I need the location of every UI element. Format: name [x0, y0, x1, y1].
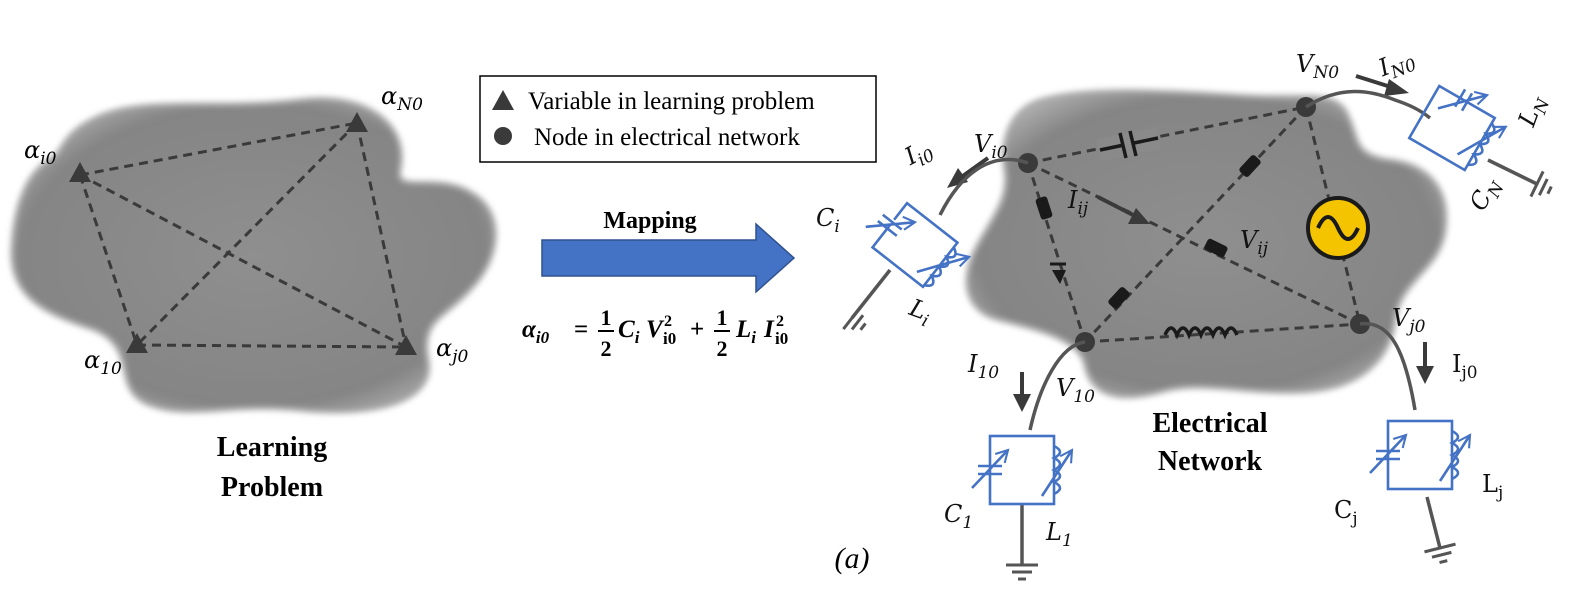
L-1-label: L1: [1045, 518, 1073, 551]
alpha-N0-label: αN0: [381, 82, 423, 115]
current-arrow-j0: [1416, 342, 1434, 384]
I-10-label: I10: [967, 350, 999, 383]
ground-icons: [842, 170, 1553, 581]
svg-text:1: 1: [601, 305, 612, 330]
lc-tank-1: [971, 434, 1074, 506]
C-j-label: Cj: [1334, 496, 1358, 529]
svg-text:2: 2: [717, 336, 728, 361]
current-arrow-10: [1013, 372, 1031, 412]
svg-text:Li: Li: [735, 316, 756, 347]
variable-marker-j0: [395, 335, 417, 355]
figure-caption: (a): [835, 542, 870, 575]
learning-problem-panel: αi0 αN0 α10 αj0 Learning Problem: [9, 82, 497, 503]
ground-icon-1: [1006, 563, 1038, 581]
svg-text:i0: i0: [775, 329, 788, 348]
variable-marker-N0: [346, 112, 368, 132]
legend: Variable in learning problem Node in ele…: [479, 75, 877, 163]
legend-node-label: Node in electrical network: [534, 124, 800, 151]
C-1-label: C1: [944, 500, 973, 533]
ground-icon-i: [842, 306, 867, 331]
network-title-line2: Network: [1158, 446, 1263, 477]
V-j0-label: Vj0: [1392, 304, 1426, 337]
lc-tank-j: [1369, 419, 1472, 491]
current-arrow-N0: [1355, 74, 1409, 96]
legend-node-icon: [494, 127, 512, 145]
svg-text:I: I: [763, 316, 775, 343]
L-j-label: Lj: [1482, 470, 1503, 503]
variable-marker-i0: [69, 162, 91, 182]
L-i-label: Li: [903, 293, 935, 332]
inductor-element: [1163, 326, 1239, 340]
V-N0-label: VN0: [1296, 50, 1339, 83]
V-10-label: V10: [1056, 374, 1095, 407]
svg-text:2: 2: [776, 313, 784, 330]
network-edges: [1026, 105, 1362, 344]
learning-title-line1: Learning: [217, 432, 327, 463]
mapping-arrow: [541, 222, 796, 294]
legend-variable-label: Variable in learning problem: [528, 88, 815, 115]
legend-box: [479, 75, 877, 163]
svg-text:2: 2: [664, 313, 672, 330]
I-N0-label: IN0: [1374, 43, 1420, 87]
wires: [850, 89, 1538, 565]
variable-markers: [69, 112, 417, 355]
I-i0-label: Ii0: [899, 134, 938, 176]
svg-text:V: V: [646, 316, 665, 343]
electrical-network-panel: Vi0 VN0 V10 Vj0 Vij Iij Ii0 IN0 I10 Ij0 …: [816, 43, 1555, 581]
C-i-label: Ci: [816, 204, 840, 237]
network-title-line1: Electrical: [1152, 408, 1267, 439]
ac-source-icon: [1306, 196, 1370, 260]
alpha-j0-label: αj0: [436, 334, 468, 367]
svg-text:1: 1: [717, 305, 728, 330]
svg-text:2: 2: [601, 336, 612, 361]
I-ij-label: Iij: [1067, 186, 1089, 219]
capacitor-element: [1096, 127, 1162, 161]
svg-text:i0: i0: [663, 329, 676, 348]
svg-text:αi0: αi0: [522, 316, 550, 347]
lc-tank-N: [1407, 84, 1508, 172]
resistor-elements: [1035, 155, 1261, 309]
L-N-label: LN: [1512, 90, 1554, 132]
legend-triangle-icon: [492, 90, 514, 110]
learning-title-line2: Problem: [221, 472, 323, 503]
diode-element: [1050, 262, 1066, 284]
V-ij-label: Vij: [1240, 226, 1269, 259]
mapping-formula: αi0 = 1 2 Ci V 2 i0 + 1 2 Li I 2 i0: [522, 305, 788, 361]
current-arrow-i0: [947, 156, 990, 188]
V-i0-label: Vi0: [974, 130, 1008, 163]
I-j0-label: Ij0: [1452, 350, 1478, 383]
mapping: Mapping αi0 = 1 2 Ci V 2 i0 + 1 2 Li I 2…: [522, 208, 796, 361]
lc-tank-i: [865, 201, 972, 289]
mapping-label: Mapping: [603, 208, 696, 234]
svg-text:=: =: [574, 316, 588, 343]
svg-text:+: +: [690, 316, 704, 343]
ground-icon-j: [1424, 542, 1456, 565]
alpha-10-label: α10: [84, 346, 122, 379]
ground-icon-N: [1529, 170, 1553, 198]
C-N-label: CN: [1464, 172, 1509, 218]
current-arrow-ij: [1097, 195, 1150, 224]
learning-edges: [78, 121, 408, 349]
svg-text:Ci: Ci: [618, 316, 640, 347]
alpha-i0-label: αi0: [24, 136, 57, 169]
variable-marker-10: [126, 333, 148, 353]
